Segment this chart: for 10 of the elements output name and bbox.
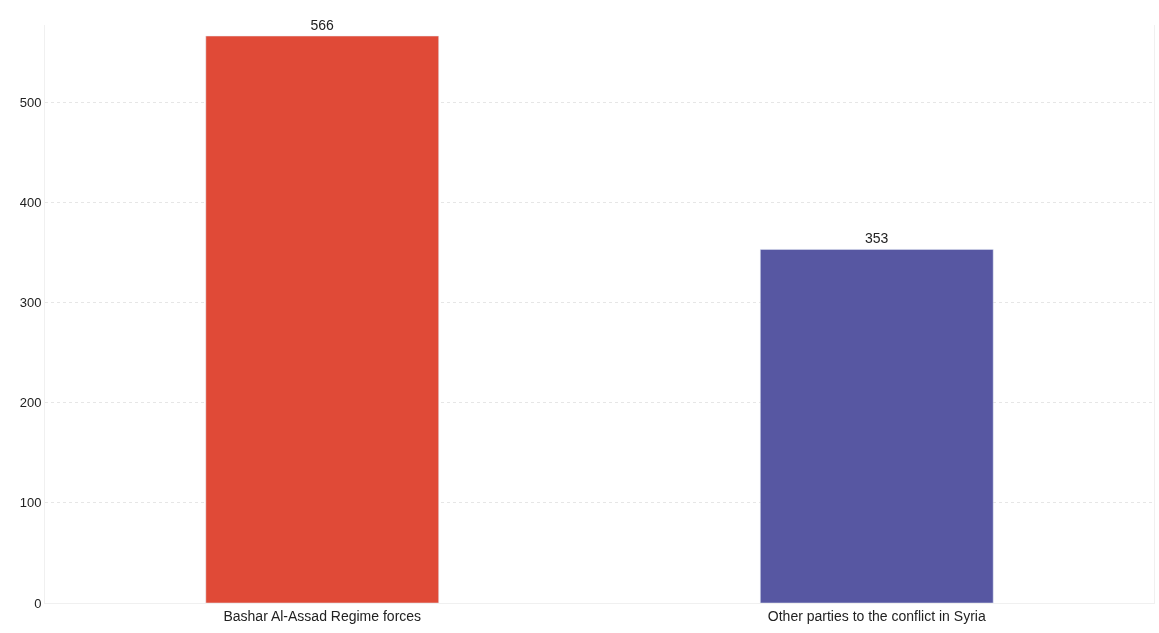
data-label: 566 xyxy=(310,17,335,34)
y-tick-label: 500 xyxy=(19,94,42,110)
y-tick-label: 200 xyxy=(19,395,42,411)
y-tick-label: 0 xyxy=(34,595,42,611)
y-tick-label: 100 xyxy=(19,495,42,511)
x-tick-label: Bashar Al-Assad Regime forces xyxy=(223,607,422,624)
y-tick-label: 400 xyxy=(19,194,42,210)
data-label: 353 xyxy=(864,230,889,247)
x-tick-label: Other parties to the conflict in Syria xyxy=(767,607,986,624)
y-tick-label: 300 xyxy=(19,295,42,311)
